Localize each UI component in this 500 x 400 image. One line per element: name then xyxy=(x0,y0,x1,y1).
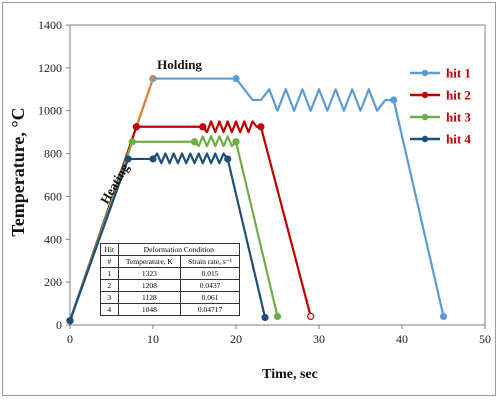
series-hit-4 xyxy=(66,152,269,325)
legend-label-hit-1: hit 1 xyxy=(446,66,471,81)
legend: hit 1 hit 2 hit 3 hit 4 xyxy=(410,66,471,147)
table-header-number: # xyxy=(100,255,119,268)
data-point xyxy=(124,155,132,163)
y-tick-label: 1200 xyxy=(38,61,62,75)
plot-area xyxy=(69,24,486,326)
legend-marker-hit-3 xyxy=(421,113,429,121)
table-row: 3 1128 0.061 xyxy=(100,291,240,304)
table-header-deformation: Deformation Condition xyxy=(117,243,241,256)
data-point xyxy=(199,123,207,131)
y-tick-label: 400 xyxy=(44,232,62,246)
data-point xyxy=(390,96,398,104)
table-cell: 0.061 xyxy=(180,291,240,304)
table-header-strain-rate: Strain rate, s⁻¹ xyxy=(180,255,240,268)
data-point xyxy=(149,74,157,83)
table-row: 2 1208 0.0437 xyxy=(100,279,240,292)
y-tick-label: 200 xyxy=(44,275,62,289)
table-row: 4 1048 0.04717 xyxy=(100,303,240,316)
table-cell: 0.0437 xyxy=(180,279,240,292)
table-cell: 2 xyxy=(100,279,119,292)
data-point xyxy=(128,138,136,146)
x-tick-label: 10 xyxy=(147,332,159,346)
table-cell: 0.04717 xyxy=(180,303,240,316)
legend-label-hit-2: hit 2 xyxy=(446,88,471,103)
series-layer xyxy=(66,74,448,325)
data-point xyxy=(224,155,232,163)
table-header-temperature: Temperature, K xyxy=(117,255,182,268)
series-line-hit-4 xyxy=(68,152,267,322)
series-line-hit-1 xyxy=(68,77,445,322)
data-point xyxy=(66,317,74,325)
table-header-hit: Hit xyxy=(100,243,119,256)
x-tick-label: 0 xyxy=(67,332,73,346)
table-cell: 1208 xyxy=(117,279,182,292)
data-point xyxy=(190,138,199,146)
x-tick-label: 20 xyxy=(230,332,242,346)
data-point xyxy=(149,155,157,163)
table-cell: 1048 xyxy=(117,303,182,316)
y-tick-label: 0 xyxy=(56,318,62,332)
table-row: 1 1323 0.015 xyxy=(100,267,240,280)
y-tick-label: 1400 xyxy=(38,18,62,32)
legend-marker-hit-1 xyxy=(421,69,429,77)
data-point xyxy=(261,313,269,322)
table-cell: 1323 xyxy=(117,267,182,280)
data-point xyxy=(132,123,140,131)
legend-label-hit-4: hit 4 xyxy=(446,132,471,147)
legend-marker-hit-4 xyxy=(421,135,429,143)
table-cell: 3 xyxy=(100,291,119,304)
y-tick-label: 800 xyxy=(44,147,62,161)
x-tick-label: 50 xyxy=(479,332,491,346)
table-cell: 1 xyxy=(100,267,119,280)
table-cell: 4 xyxy=(100,303,119,316)
legend-marker-hit-2 xyxy=(421,91,429,99)
table-cell: 0.015 xyxy=(180,267,240,280)
axes: 0 10 20 30 40 50 0 200 400 600 800 1000 1200 1400 xyxy=(38,18,491,346)
y-tick-label: 1000 xyxy=(38,104,62,118)
y-tick-label: 600 xyxy=(44,189,62,203)
data-point xyxy=(439,312,448,321)
table-cell: 1128 xyxy=(117,291,182,304)
data-point xyxy=(273,312,282,321)
x-tick-label: 30 xyxy=(313,332,325,346)
data-point xyxy=(257,123,265,131)
x-axis-title: Time, sec xyxy=(262,367,318,382)
series-line-hit-2 xyxy=(68,120,312,322)
data-point xyxy=(232,138,240,146)
y-axis-title: Temperature, °C xyxy=(8,107,28,236)
deformation-condition-table: Hit Deformation Condition # Temperature,… xyxy=(100,243,241,316)
data-point xyxy=(232,74,240,83)
x-tick-label: 40 xyxy=(396,332,408,346)
holding-annotation: Holding xyxy=(157,57,202,72)
chart-frame xyxy=(2,2,496,396)
legend-label-hit-3: hit 3 xyxy=(446,110,471,125)
data-point xyxy=(307,312,315,321)
